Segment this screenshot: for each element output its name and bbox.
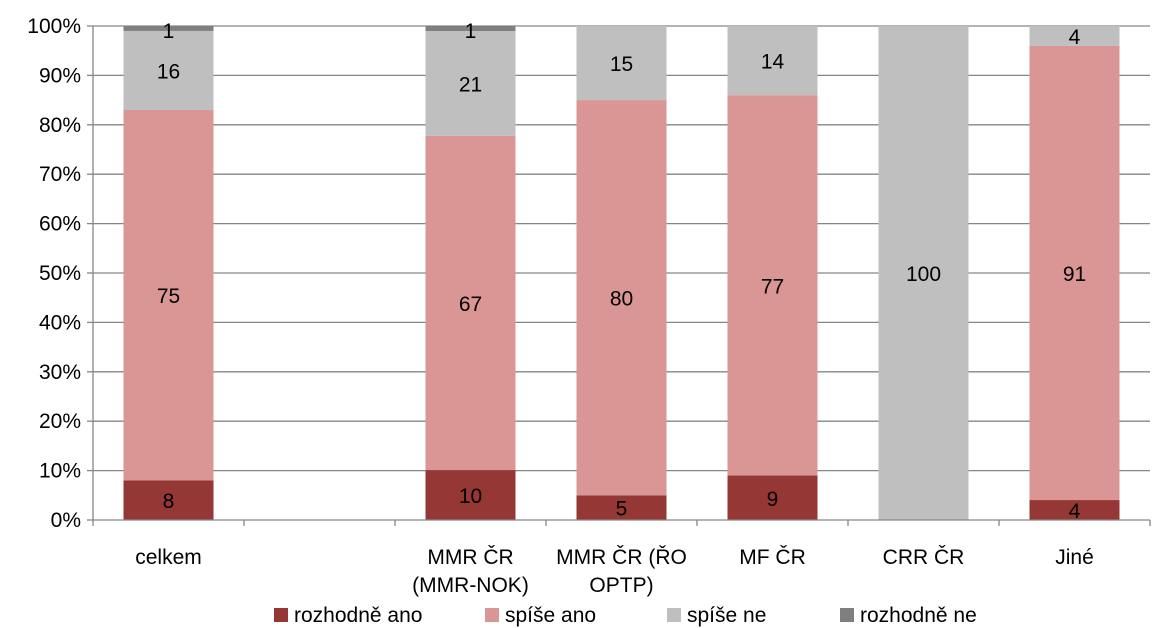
data-label-rozhodne-ano-mmr-cr-mmr-nok: 10 [459, 485, 482, 508]
bar-spise-ne-mf-cr [727, 26, 818, 96]
bar-spise-ne-mmr-cr-mmr-nok [425, 30, 516, 136]
y-tick-label: 40% [39, 311, 81, 334]
bar-spise-ne-mmr-cr-ro-optp [576, 26, 667, 101]
x-category-labels: celkem MMR ČR (MMR-NOK) MMR ČR (ŘO OPTP) MF Č… [135, 546, 1094, 597]
bar-spise-ne-jine [1029, 26, 1120, 46]
x-category-label: celkem [135, 546, 202, 569]
bar-rozhodne-ano-mmr-cr-mmr-nok [425, 470, 516, 520]
legend-label-spise-ano: spíše ano [505, 604, 596, 627]
x-category-label: MF ČR [739, 546, 806, 569]
data-label-spise-ano-mmr-cr-ro-optp: 80 [610, 288, 633, 311]
legend-label-rozhodne-ano: rozhodně ano [294, 604, 422, 627]
x-category-label: Jiné [1055, 546, 1094, 569]
data-label-rozhodne-ano-celkem: 8 [163, 490, 175, 513]
y-tick-label: 0% [51, 509, 81, 532]
legend-swatch-rozhodne-ne [840, 608, 854, 622]
y-tick-label: 20% [39, 410, 81, 433]
axes [87, 25, 1151, 526]
y-tick-labels: 0% 10% 20% 30% 40% 50% 60% 70% 80% 90% 100% [27, 15, 81, 532]
data-label-spise-ne-celkem: 16 [157, 60, 180, 83]
bar-spise-ano-mmr-cr-mmr-nok [425, 135, 516, 471]
bar-rozhodne-ano-mf-cr [727, 475, 818, 520]
x-category-label: (MMR-NOK) [412, 574, 529, 597]
legend-swatch-spise-ano [485, 608, 499, 622]
data-label-spise-ne-mf-cr: 14 [761, 51, 785, 74]
bar-rozhodne-ne-celkem [123, 26, 214, 31]
bar-rozhodne-ano-jine [1029, 500, 1120, 520]
data-label-spise-ano-jine: 91 [1063, 263, 1086, 286]
bar-spise-ano-mmr-cr-ro-optp [576, 100, 667, 496]
data-label-spise-ne-crr-cr: 100 [906, 263, 941, 286]
legend-swatch-spise-ne [667, 608, 681, 622]
bar-rozhodne-ne-mmr-cr-mmr-nok [425, 26, 516, 31]
data-label-rozhodne-ne-mmr-cr-mmr-nok: 1 [465, 20, 477, 43]
data-label-rozhodne-ne-celkem: 1 [163, 20, 175, 43]
data-label-spise-ne-mmr-cr-mmr-nok: 21 [459, 73, 482, 96]
y-tick-label: 50% [39, 262, 81, 285]
legend-swatch-rozhodne-ano [274, 608, 288, 622]
bar-spise-ne-celkem [123, 30, 214, 110]
data-label-spise-ano-mmr-cr-mmr-nok: 67 [459, 293, 482, 316]
data-label-spise-ne-mmr-cr-ro-optp: 15 [610, 53, 633, 76]
bar-spise-ano-jine [1029, 45, 1120, 501]
bars [123, 26, 1120, 520]
y-tick-label: 60% [39, 213, 81, 236]
y-tick-label: 10% [39, 460, 81, 483]
data-label-rozhodne-ano-mmr-cr-ro-optp: 5 [616, 498, 628, 521]
bar-spise-ano-celkem [123, 109, 214, 481]
data-label-spise-ano-mf-cr: 77 [761, 275, 784, 298]
x-category-label: CRR ČR [883, 546, 965, 569]
bar-rozhodne-ano-mmr-cr-ro-optp [576, 495, 667, 520]
y-tick-label: 70% [39, 163, 81, 186]
data-label-spise-ano-celkem: 75 [157, 285, 180, 308]
y-tick-label: 30% [39, 361, 81, 384]
y-tick-label: 90% [39, 64, 81, 87]
data-label-spise-ne-jine: 4 [1069, 26, 1081, 49]
x-category-label: MMR ČR (ŘO [556, 546, 687, 569]
bar-rozhodne-ano-celkem [123, 480, 214, 520]
legend-label-rozhodne-ne: rozhodně ne [860, 604, 977, 627]
bar-spise-ne-crr-cr [878, 26, 969, 520]
bar-spise-ano-mf-cr [727, 95, 818, 476]
y-tick-label: 80% [39, 114, 81, 137]
x-category-label: MMR ČR [427, 546, 513, 569]
data-label-rozhodne-ano-mf-cr: 9 [767, 488, 779, 511]
legend: rozhodně ano spíše ano spíše ne rozhodně ne [274, 604, 977, 627]
legend-label-spise-ne: spíše ne [687, 604, 766, 627]
y-tick-label: 100% [27, 15, 81, 38]
x-category-label: OPTP) [589, 574, 653, 597]
data-label-rozhodne-ano-jine: 4 [1069, 500, 1081, 523]
